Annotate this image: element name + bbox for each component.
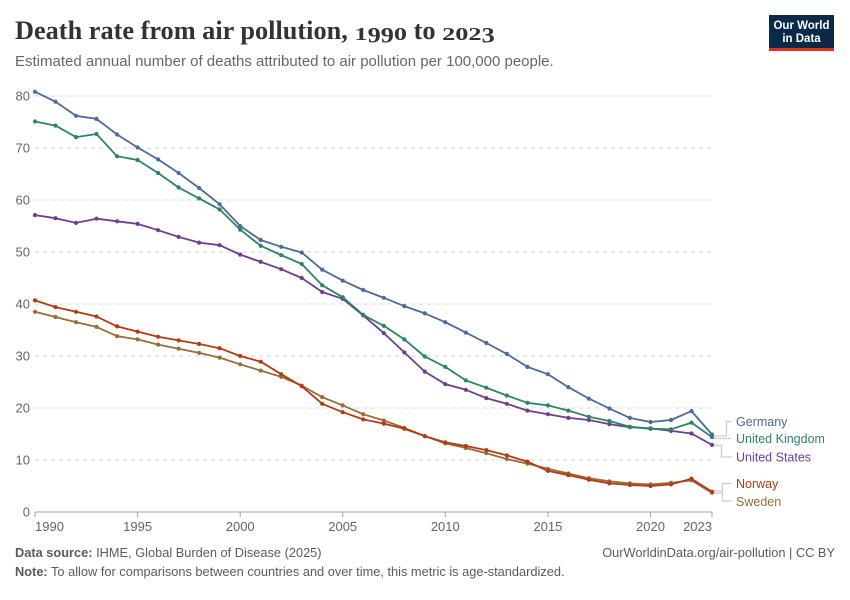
svg-text:20: 20 bbox=[16, 401, 30, 416]
svg-text:United States: United States bbox=[736, 451, 811, 465]
svg-text:10: 10 bbox=[16, 453, 30, 468]
svg-text:Germany: Germany bbox=[736, 415, 788, 429]
svg-text:2015: 2015 bbox=[533, 519, 562, 534]
svg-text:Sweden: Sweden bbox=[736, 495, 781, 509]
svg-text:1995: 1995 bbox=[123, 519, 152, 534]
svg-text:2020: 2020 bbox=[636, 519, 665, 534]
svg-text:50: 50 bbox=[16, 245, 30, 260]
svg-text:2000: 2000 bbox=[226, 519, 255, 534]
svg-text:30: 30 bbox=[16, 349, 30, 364]
svg-text:2010: 2010 bbox=[431, 519, 460, 534]
svg-text:1990: 1990 bbox=[35, 519, 64, 534]
svg-text:2023: 2023 bbox=[683, 519, 712, 534]
svg-text:0: 0 bbox=[23, 505, 30, 520]
svg-text:80: 80 bbox=[16, 89, 30, 104]
svg-text:70: 70 bbox=[16, 141, 30, 156]
svg-text:2005: 2005 bbox=[328, 519, 357, 534]
svg-text:Norway: Norway bbox=[736, 477, 779, 491]
svg-text:60: 60 bbox=[16, 193, 30, 208]
svg-text:United Kingdom: United Kingdom bbox=[736, 432, 825, 446]
svg-text:40: 40 bbox=[16, 297, 30, 312]
